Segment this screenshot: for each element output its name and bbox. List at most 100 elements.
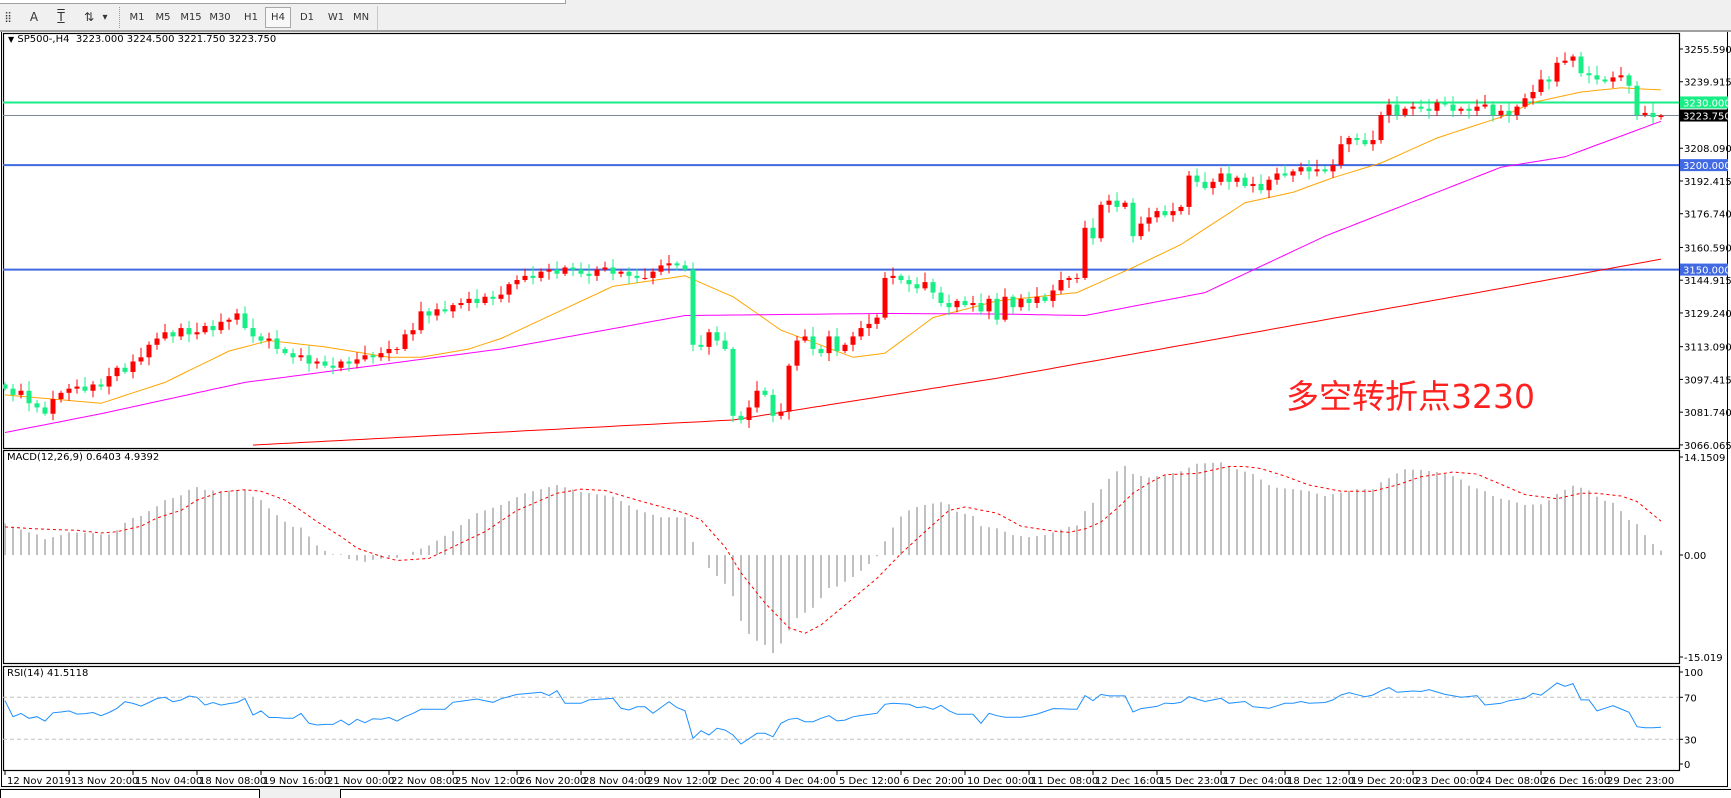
- chevron-down-icon[interactable]: ▾: [102, 12, 108, 23]
- candle-body: [970, 303, 976, 306]
- candle: [210, 320, 216, 337]
- timeframe-h4-button[interactable]: H4: [265, 7, 291, 28]
- candle: [706, 328, 712, 355]
- candle-body: [802, 336, 808, 341]
- bottom-tab[interactable]: [340, 789, 1731, 798]
- candle-body: [1634, 85, 1640, 115]
- candle: [306, 345, 312, 372]
- candle: [18, 383, 24, 399]
- candle: [1482, 94, 1488, 109]
- candle-body: [658, 265, 664, 272]
- candle: [282, 346, 288, 356]
- candle-body: [754, 390, 760, 408]
- price-tick-label: 3255.590: [1684, 45, 1731, 56]
- candle: [258, 333, 264, 345]
- timeframe-h1-button[interactable]: H1: [244, 12, 258, 23]
- candle-body: [1098, 204, 1104, 239]
- candle-body: [1538, 79, 1544, 93]
- candle-body: [842, 344, 848, 352]
- candle-body: [1362, 140, 1368, 145]
- candle-body: [274, 338, 280, 349]
- candle: [1306, 160, 1312, 180]
- current-price-box: [1680, 109, 1728, 122]
- candle: [34, 399, 40, 413]
- candle: [730, 346, 736, 423]
- candle: [1050, 284, 1056, 308]
- candle: [482, 293, 488, 306]
- candle-body: [778, 411, 784, 416]
- candle-body: [554, 269, 560, 274]
- time-tick-label: 29 Dec 23:00: [1607, 776, 1674, 787]
- candle-body: [1122, 202, 1128, 207]
- timeframe-m30-button[interactable]: M30: [209, 12, 231, 23]
- price-tick-label: 3160.590: [1684, 243, 1731, 254]
- candle-body: [562, 267, 568, 274]
- candle: [562, 265, 568, 276]
- candle: [354, 352, 360, 369]
- candle: [634, 268, 640, 283]
- text-label-icon[interactable]: T: [57, 10, 65, 24]
- candle: [1554, 56, 1560, 87]
- collapse-triangle-icon[interactable]: ▼: [8, 35, 15, 44]
- candle: [1410, 102, 1416, 116]
- candle-body: [1426, 108, 1432, 111]
- candle-body: [290, 353, 296, 358]
- candle: [1458, 106, 1464, 115]
- candle-body: [194, 332, 200, 335]
- candle-body: [1090, 227, 1096, 239]
- grid-f-icon[interactable]: ⣿: [4, 12, 12, 23]
- timeframe-m1-button[interactable]: M1: [129, 12, 145, 23]
- timeframe-w1-button[interactable]: W1: [327, 12, 345, 23]
- candle: [1114, 192, 1120, 212]
- candle-body: [1418, 106, 1424, 109]
- candle-body: [1170, 211, 1176, 216]
- chart-annotation-text[interactable]: 多空转折点3230: [1286, 377, 1535, 416]
- toolbar: ⣿ A T ⇅ ▾ M1 M5 M15 M30 H1 H4 D1 W1 MN: [0, 4, 1731, 32]
- candle-body: [1594, 75, 1600, 80]
- candle: [1218, 167, 1224, 186]
- candle-body: [1498, 110, 1504, 115]
- candle-body: [218, 321, 224, 331]
- candle: [818, 345, 824, 357]
- price-tick-label: 3176.740: [1684, 210, 1731, 221]
- rsi-tick-label: 0: [1684, 760, 1690, 771]
- text-a-icon[interactable]: A: [29, 10, 39, 24]
- bottom-tab[interactable]: [0, 789, 260, 798]
- candle-body: [794, 340, 800, 366]
- candle-body: [882, 277, 888, 318]
- candle-body: [810, 336, 816, 349]
- candle: [930, 278, 936, 300]
- candle-body: [714, 332, 720, 341]
- candle-body: [1146, 217, 1152, 224]
- candle: [1538, 69, 1544, 96]
- candle: [218, 313, 224, 334]
- candle-body: [114, 367, 120, 377]
- timeframe-d1-button[interactable]: D1: [299, 12, 315, 23]
- candle: [722, 332, 728, 352]
- time-tick-label: 11 Dec 08:00: [1031, 776, 1098, 787]
- candle-body: [1042, 296, 1048, 301]
- candle: [346, 356, 352, 372]
- timeframe-m5-button[interactable]: M5: [155, 12, 171, 23]
- candle-body: [82, 386, 88, 391]
- candle-body: [1522, 98, 1528, 107]
- rsi-panel-frame: [2, 665, 1681, 772]
- candle: [1346, 135, 1352, 153]
- candle: [1618, 66, 1624, 81]
- candle: [1250, 176, 1256, 193]
- arrows-icon[interactable]: ⇅: [83, 10, 95, 24]
- candle: [450, 303, 456, 318]
- candle: [1594, 65, 1600, 85]
- timeframe-m15-button[interactable]: M15: [180, 12, 202, 23]
- candle-body: [234, 313, 240, 320]
- candle-body: [938, 292, 944, 304]
- candle: [690, 262, 696, 352]
- candle: [970, 295, 976, 312]
- candle-body: [1026, 298, 1032, 304]
- candle-body: [1602, 79, 1608, 82]
- timeframe-mn-button[interactable]: MN: [352, 12, 370, 23]
- candle: [946, 294, 952, 316]
- current-price-label: 3223.750: [1683, 112, 1731, 123]
- price-tick-label: 3239.915: [1684, 78, 1731, 89]
